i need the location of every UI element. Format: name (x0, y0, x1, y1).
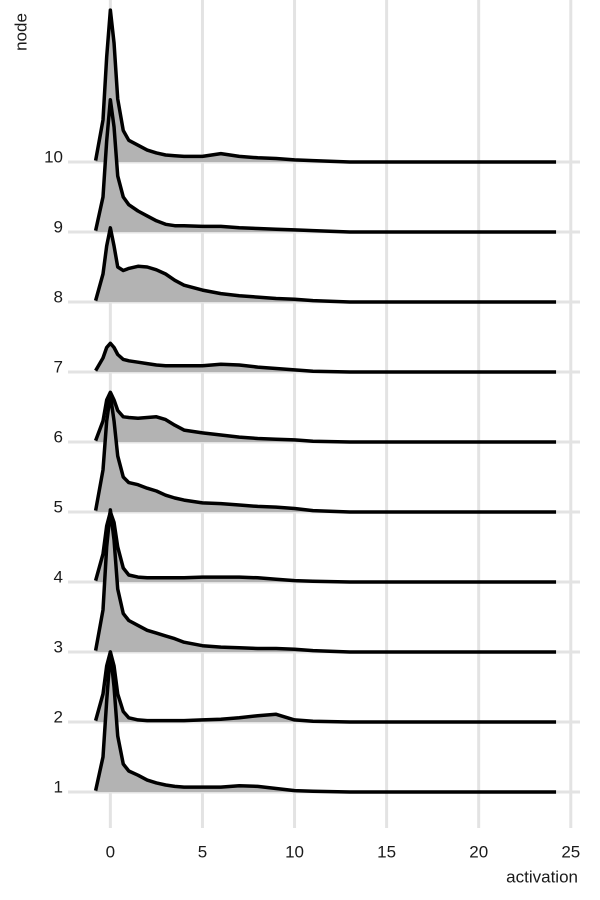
y-tick-label: 8 (54, 287, 63, 306)
y-tick-label: 2 (54, 707, 63, 726)
x-tick-label: 20 (469, 842, 488, 861)
x-tick-label: 0 (106, 842, 115, 861)
x-tick-label: 5 (198, 842, 207, 861)
y-tick-label: 6 (54, 427, 63, 446)
ridge-fill (95, 227, 557, 302)
ridge-line (93, 97, 557, 234)
ridge-fill (95, 509, 557, 652)
ridge-fill (95, 99, 557, 232)
y-tick-label: 9 (54, 217, 63, 236)
y-axis-title: node (11, 13, 30, 51)
y-tick-label: 7 (54, 357, 63, 376)
x-tick-label: 10 (285, 842, 304, 861)
y-tick-label: 4 (54, 567, 63, 586)
ridge-line (93, 510, 557, 584)
ridge-line (93, 393, 557, 514)
y-tick-label: 3 (54, 637, 63, 656)
ridge-fill (95, 343, 557, 372)
ridge-line (93, 508, 557, 654)
x-axis-title: activation (506, 867, 578, 886)
ridge-fill (95, 392, 557, 442)
x-tick-label: 25 (561, 842, 580, 861)
ridge-line (93, 226, 557, 304)
ridge-line (93, 8, 557, 164)
ridge-line (94, 341, 557, 374)
y-tick-label: 5 (54, 497, 63, 516)
ridge-line (93, 390, 557, 444)
ridge-line (93, 650, 557, 794)
ridge-fill (95, 512, 557, 582)
ridge-fill (95, 10, 557, 162)
ridge-line (93, 650, 557, 724)
ridge-fill (95, 652, 557, 722)
y-tick-label: 1 (54, 777, 63, 796)
x-tick-label: 15 (377, 842, 396, 861)
ridge-fill (95, 395, 557, 512)
y-tick-label: 10 (44, 147, 63, 166)
